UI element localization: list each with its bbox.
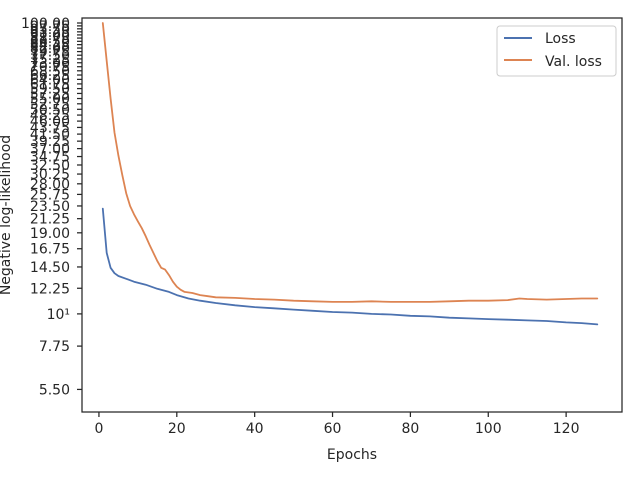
y-tick-label: 95.50 <box>30 22 70 38</box>
y-tick-label: 66.25 <box>30 68 70 84</box>
y-tick-label: 59.50 <box>30 82 70 98</box>
y-tick-label: 39.25 <box>30 134 70 150</box>
y-tick-label: 93.25 <box>30 25 70 41</box>
y-tick-label: 16.75 <box>30 242 70 258</box>
y-tick-label: 21.25 <box>30 212 70 228</box>
y-tick-label: 30.25 <box>30 167 70 183</box>
y-tick-label: 70.75 <box>30 60 70 76</box>
y-tick-label: 25.75 <box>30 187 70 203</box>
y-tick-label: 84.25 <box>30 38 70 54</box>
y-tick-label: 14.50 <box>30 260 70 276</box>
y-tick-label: 82.00 <box>30 41 70 57</box>
y-tick-label: 61.75 <box>30 77 70 93</box>
y-tick-label: 52.75 <box>30 97 70 113</box>
y-tick-label: 68.50 <box>30 64 70 80</box>
y-tick-label: 12.25 <box>30 281 70 297</box>
plot-frame <box>81 17 623 413</box>
x-tick-label: 20 <box>168 421 186 437</box>
y-tick-label: 57.25 <box>30 86 70 102</box>
series-line-loss <box>101 207 599 326</box>
y-tick-label: 41.50 <box>30 127 70 143</box>
y-axis-label: Negative log-likelihood <box>0 135 14 295</box>
x-tick-label: 60 <box>324 421 342 437</box>
y-tick-label: 73.00 <box>30 56 70 72</box>
y-tick-label: 97.75 <box>30 19 70 35</box>
y-tick-label: 7.75 <box>39 339 70 355</box>
y-tick-label: 19.00 <box>30 226 70 242</box>
y-tick-label: 77.50 <box>30 48 70 64</box>
y-tick-label: 32.50 <box>30 158 70 174</box>
y-tick-label: 50.50 <box>30 102 70 118</box>
y-tick-label: 23.50 <box>30 199 70 215</box>
y-tick-label: 34.75 <box>30 150 70 166</box>
x-tick-label: 80 <box>401 421 419 437</box>
y-tick-label: 100.00 <box>21 16 70 32</box>
y-tick-label: 79.75 <box>30 45 70 61</box>
y-tick-label: 64.00 <box>30 72 70 88</box>
y-axis: 5.50 7.75 10¹ 12.25 14.50 16.7519.0021.2523.5… <box>21 16 82 398</box>
legend: Loss Val. loss <box>496 25 617 77</box>
x-tick-label: 120 <box>553 421 580 437</box>
y-tick-label: 10¹ <box>47 307 70 323</box>
series-layer <box>101 22 599 326</box>
legend-label-loss: Loss <box>545 31 576 47</box>
legend-label-val-loss: Val. loss <box>545 54 602 70</box>
x-tick-label: 40 <box>246 421 264 437</box>
x-tick-label: 0 <box>94 421 103 437</box>
x-axis: 0 20 40 60 80 100 120 <box>94 412 579 437</box>
y-tick-label: 46.00 <box>30 114 70 130</box>
series-line-val-loss <box>101 22 599 303</box>
y-tick-label: 88.75 <box>30 31 70 47</box>
plot-area <box>82 18 622 412</box>
y-tick-label: 37.00 <box>30 142 70 158</box>
y-tick-label: 28.00 <box>30 177 70 193</box>
x-axis-label: Epochs <box>327 447 377 463</box>
y-tick-label: 86.50 <box>30 34 70 50</box>
y-tick-label: 5.50 <box>39 382 70 398</box>
y-tick-label: 48.25 <box>30 108 70 124</box>
y-tick-label: 75.25 <box>30 52 70 68</box>
y-tick-label: 43.75 <box>30 120 70 136</box>
x-tick-label: 100 <box>475 421 502 437</box>
y-tick-label: 91.00 <box>30 28 70 44</box>
y-tick-label: 55.00 <box>30 92 70 108</box>
